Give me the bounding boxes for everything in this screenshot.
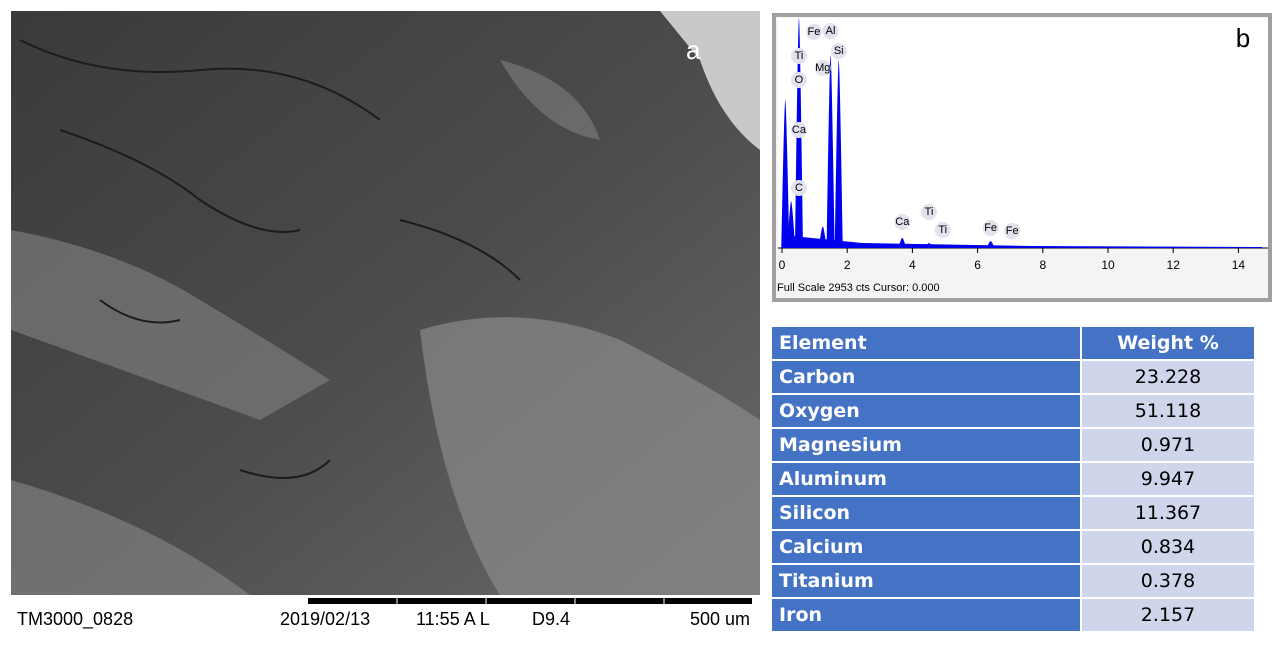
weight-cell: 11.367 xyxy=(1082,497,1254,529)
table-row: Titanium 0.378 xyxy=(772,565,1254,597)
peak-label-bg xyxy=(805,24,822,40)
weight-cell: 2.157 xyxy=(1082,599,1254,631)
table-row: Silicon 11.367 xyxy=(772,497,1254,529)
table-row: Iron 2.157 xyxy=(772,599,1254,631)
peak-label: Ca xyxy=(895,216,910,228)
working-distance: D9.4 xyxy=(532,609,570,629)
peak-label: Fe xyxy=(808,26,821,38)
element-cell: Titanium xyxy=(772,565,1082,597)
spectrum-peak xyxy=(781,100,790,249)
x-tick-label: 14 xyxy=(1232,258,1246,272)
sem-footer: TM3000_0828 2019/02/13 11:55 A L D9.4 50… xyxy=(17,598,752,630)
header-cell: Element xyxy=(772,327,1082,359)
peak-label-bg xyxy=(934,222,951,238)
x-tick-label: 6 xyxy=(974,258,981,272)
element-cell: Iron xyxy=(772,599,1082,631)
element-cell: Carbon xyxy=(772,361,1082,393)
table-row: Magnesium 0.971 xyxy=(772,429,1254,461)
x-tick-label: 2 xyxy=(844,258,851,272)
time: 11:55 A L xyxy=(416,609,490,629)
peak-label-bg xyxy=(790,180,807,196)
peak-label: Si xyxy=(834,45,844,57)
peak-label-bg xyxy=(982,220,999,236)
peak-label: C xyxy=(795,182,803,194)
element-cell: Magnesium xyxy=(772,429,1082,461)
peak-label-bg xyxy=(1004,223,1021,239)
peak-label-bg xyxy=(894,214,911,230)
composition-table: Element Weight % Carbon 23.228 Oxygen 51.11… xyxy=(772,325,1254,633)
element-cell: Silicon xyxy=(772,497,1082,529)
peak-label: Ca xyxy=(792,124,807,136)
table-row: Oxygen 51.118 xyxy=(772,395,1254,427)
date: 2019/02/13 xyxy=(280,609,370,629)
x-tick-label: 0 xyxy=(779,258,786,272)
peak-label-bg xyxy=(790,72,807,88)
header-cell: Weight % xyxy=(1082,327,1254,359)
peak-label: Ti xyxy=(795,50,804,62)
element-cell: Calcium xyxy=(772,531,1082,563)
weight-cell: 0.378 xyxy=(1082,565,1254,597)
spectrum-baseline xyxy=(782,236,1262,248)
peak-label-bg xyxy=(830,43,847,59)
table-header: Element Weight % xyxy=(772,327,1254,359)
peak-label-bg xyxy=(822,23,839,39)
peak-label-bg xyxy=(790,122,807,138)
peak-label-bg xyxy=(790,48,807,64)
weight-cell: 23.228 xyxy=(1082,361,1254,393)
scale-bar-label: 500 um xyxy=(690,609,750,629)
panel-label: b xyxy=(1236,23,1250,53)
spectrum: b Full Scale 2953 cts Cursor: 0.000 0 2 4 6… xyxy=(772,13,1272,302)
peak-label: O xyxy=(795,74,804,86)
sem-image: a xyxy=(11,11,760,595)
peak-label: Al xyxy=(826,25,836,37)
x-tick-label: 12 xyxy=(1167,258,1181,272)
peak-label-bg xyxy=(921,204,938,220)
table-row: Aluminum 9.947 xyxy=(772,463,1254,495)
peak-label: Mg xyxy=(815,62,830,74)
x-tick-label: 8 xyxy=(1039,258,1046,272)
weight-cell: 51.118 xyxy=(1082,395,1254,427)
x-tick-label: 10 xyxy=(1101,258,1115,272)
table-row: Calcium 0.834 xyxy=(772,531,1254,563)
element-cell: Oxygen xyxy=(772,395,1082,427)
weight-cell: 0.834 xyxy=(1082,531,1254,563)
x-tick-label: 4 xyxy=(909,258,916,272)
instrument-id: TM3000_0828 xyxy=(17,609,133,630)
peak-label: Fe xyxy=(1006,225,1019,237)
spectrum-footer: Full Scale 2953 cts Cursor: 0.000 xyxy=(777,282,940,294)
element-cell: Aluminum xyxy=(772,463,1082,495)
panel-label: a xyxy=(686,35,701,65)
peak-label: Ti xyxy=(925,206,934,218)
weight-cell: 9.947 xyxy=(1082,463,1254,495)
peak-label: Ti xyxy=(938,224,947,236)
weight-cell: 0.971 xyxy=(1082,429,1254,461)
peak-label-bg xyxy=(814,60,831,76)
table-row: Carbon 23.228 xyxy=(772,361,1254,393)
spectrum-peak xyxy=(834,60,843,248)
peak-label: Fe xyxy=(984,222,997,234)
spectrum-peak xyxy=(826,55,835,248)
